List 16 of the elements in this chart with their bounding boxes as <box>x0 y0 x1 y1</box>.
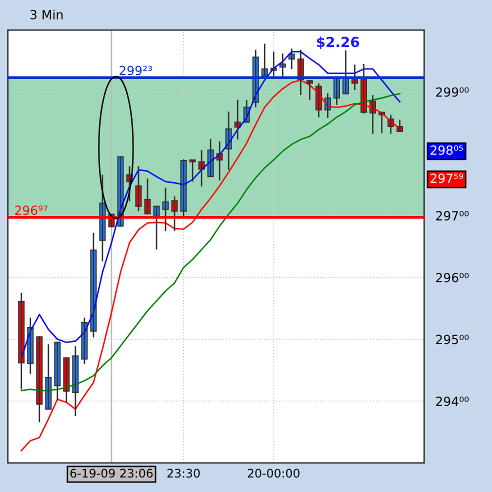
y-tick-label: 295⁰⁰ <box>436 334 469 344</box>
text: 298⁰⁵ <box>430 145 463 155</box>
candlestick <box>117 155 124 228</box>
x-tick-label: 6-19-09 23:06 <box>70 468 153 478</box>
text: 297⁵⁹ <box>430 174 464 184</box>
y-tick-label: 299⁰⁰ <box>436 87 469 97</box>
candlestick <box>135 165 142 212</box>
y-tick-label: 296⁰⁰ <box>436 272 469 282</box>
ref-line-label: 296⁹⁷ <box>15 206 48 215</box>
chart-title: 3 Min <box>30 10 63 20</box>
y-tick-label: 297⁰⁰ <box>436 211 469 220</box>
y-tick-label: 294⁰⁰ <box>436 396 469 406</box>
annotation: $2.26 <box>316 36 360 50</box>
x-tick-label: 23:30 <box>167 468 200 478</box>
ref-line-label: 299²³ <box>120 66 152 76</box>
x-tick-label: 20-00:00 <box>248 468 300 478</box>
